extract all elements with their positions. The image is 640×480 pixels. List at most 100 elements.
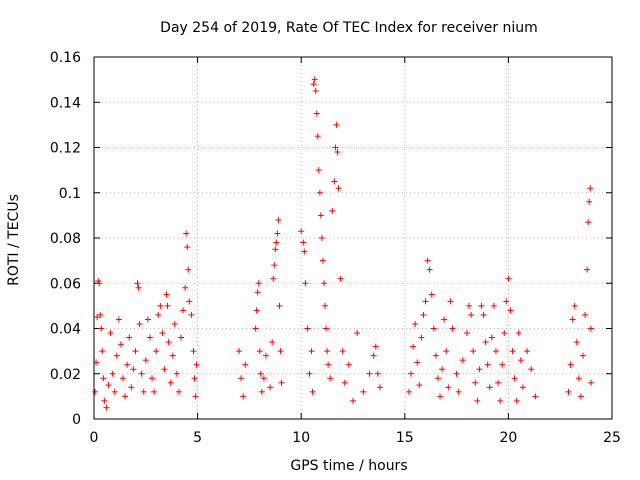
data-point [509,348,516,355]
chart-title: Day 254 of 2019, Rate Of TEC Index for r… [160,20,538,36]
data-point [410,343,417,350]
data-point [304,325,311,332]
data-point [571,302,578,309]
y-tick-label: 0.08 [50,231,81,247]
data-point [459,357,466,364]
data-point [178,334,185,341]
data-point [370,352,377,359]
data-point [416,382,423,389]
data-point [135,284,142,291]
data-point [426,266,433,273]
y-tick-label: 0.14 [50,95,81,111]
x-tick-label: 10 [292,430,310,446]
data-point [185,266,192,273]
data-point [577,393,584,400]
data-point [586,198,593,205]
data-point [405,388,412,395]
data-point [335,185,342,192]
data-point [480,311,487,318]
data-point [278,379,285,386]
data-point [588,379,595,386]
data-point [98,325,105,332]
data-point [515,330,522,337]
grid [94,57,612,419]
data-point [240,393,247,400]
data-point [511,375,518,382]
data-point [312,87,319,94]
data-point [306,370,313,377]
data-point [188,311,195,318]
data-point [443,348,450,355]
data-point [565,388,572,395]
data-point [488,334,495,341]
data-point [161,366,168,373]
data-point [412,320,419,327]
data-point [270,275,277,282]
data-point [273,239,280,246]
data-point [453,370,460,377]
data-point [414,359,421,366]
data-point [128,384,135,391]
data-point [92,388,99,395]
data-point [482,339,489,346]
data-point [422,298,429,305]
data-point [492,348,499,355]
data-point [182,284,189,291]
data-point [569,316,576,323]
data-point [360,388,367,395]
data-point [585,219,592,226]
data-point [113,352,120,359]
data-point [575,375,582,382]
data-point [134,280,141,287]
data-point [274,230,281,237]
data-point [329,207,336,214]
data-point [190,348,197,355]
data-point [430,325,437,332]
data-point [313,110,320,117]
data-point [254,289,261,296]
data-point [376,384,383,391]
data-point [354,330,361,337]
x-tick-label: 20 [499,430,517,446]
data-point [277,348,284,355]
data-point [434,375,441,382]
data-point [478,302,485,309]
data-point [94,314,101,321]
data-point [532,393,539,400]
data-point [132,348,139,355]
data-point [499,361,506,368]
data-point [258,388,265,395]
data-point [191,375,198,382]
data-point [317,212,324,219]
data-point [117,341,124,348]
data-point [486,384,493,391]
data-point [101,397,108,404]
data-point [242,361,249,368]
x-tick-label: 5 [193,430,202,446]
data-point [333,121,340,128]
data-point [587,185,594,192]
data-point [327,375,334,382]
data-point [366,370,373,377]
data-point [165,339,172,346]
data-point [144,316,151,323]
data-point [96,280,103,287]
data-point [308,348,315,355]
data-point [302,280,309,287]
data-point [109,370,116,377]
data-point [171,320,178,327]
data-point [337,275,344,282]
data-point [350,397,356,404]
data-point [267,384,274,391]
data-point [524,348,531,355]
data-point [167,379,174,386]
data-point [455,388,462,395]
data-point [424,257,431,264]
data-point [474,397,481,404]
data-point [528,366,535,373]
axis-ticks: 0 5 10 15 20 25 0 0.02 0.04 0.06 0.08 0.1 0.12 0.14 0.… [50,50,621,446]
y-tick-label: 0.1 [59,186,81,202]
data-point [503,298,510,305]
data-point [587,325,594,332]
data-point [256,348,263,355]
